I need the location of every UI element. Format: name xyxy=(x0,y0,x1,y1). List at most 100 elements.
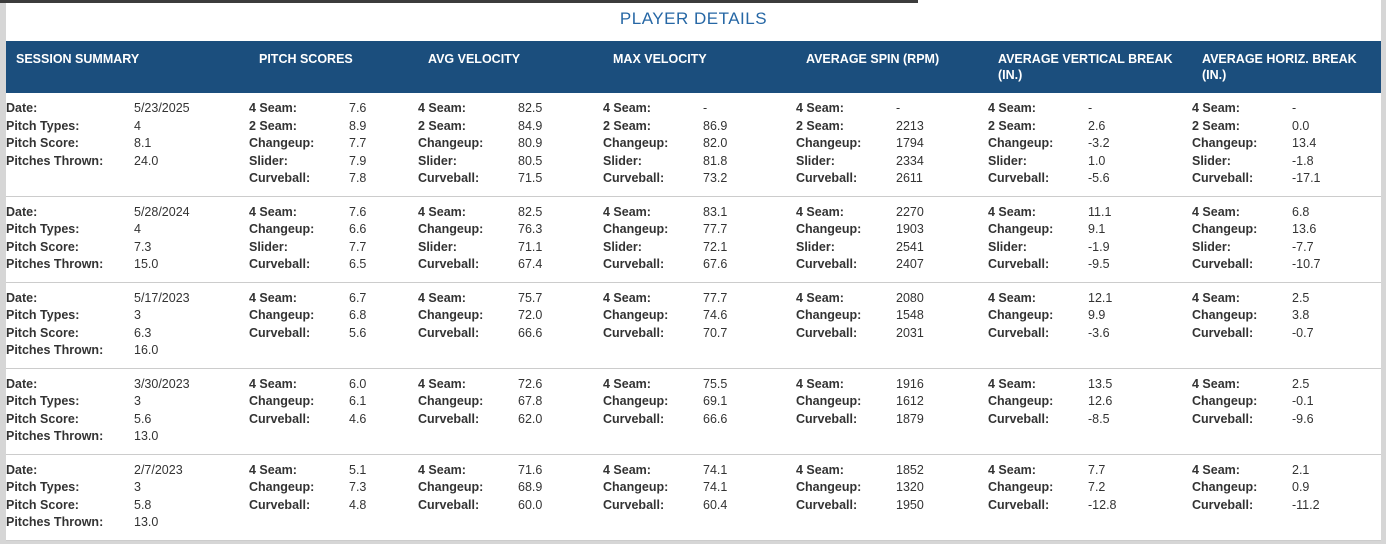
stat-line: Changeup: 1794 xyxy=(796,135,988,153)
stat-label: Curveball: xyxy=(796,497,858,512)
stat-label: Curveball: xyxy=(418,257,480,271)
stat-line: 4 Seam: 74.1 xyxy=(603,462,796,480)
stat-line: Changeup: 6.6 xyxy=(249,221,418,239)
stat-line: Slider: -1.9 xyxy=(988,239,1192,257)
stat-label: 2 Seam: xyxy=(1192,118,1240,133)
stat-label: Changeup: xyxy=(1192,136,1258,150)
stat-label: Curveball: xyxy=(988,411,1050,426)
stat-line: 4 Seam: 2.1 xyxy=(1192,462,1381,480)
avg-velocity-cell: 4 Seam: 82.5 Changeup: 76.3 Slider: 71.1 Curve… xyxy=(418,204,603,274)
max-velocity-cell: 4 Seam: 77.7 Changeup: 74.6 Curveball: 70.7 xyxy=(603,290,796,360)
stat-label: 4 Seam: xyxy=(603,290,651,305)
stat-line: Changeup: 0.9 xyxy=(1192,479,1381,497)
stat-value: 3/30/2023 xyxy=(134,376,190,391)
stat-value: 72.1 xyxy=(703,239,728,254)
stat-label: 4 Seam: xyxy=(249,290,297,305)
stat-label: Changeup: xyxy=(418,394,484,408)
vertical-break-cell: 4 Seam: 12.1 Changeup: 9.9 Curveball: -3.6 xyxy=(988,290,1192,360)
stat-label: 2 Seam: xyxy=(603,118,651,133)
stat-line: 2 Seam: 84.9 xyxy=(418,118,603,136)
stat-line: 4 Seam: 6.7 xyxy=(249,290,418,308)
stat-value: 7.7 xyxy=(1088,462,1106,477)
stat-label: Changeup: xyxy=(988,222,1054,236)
stat-line: Pitch Score: 5.8 xyxy=(6,497,249,515)
stat-value: 3 xyxy=(134,394,141,408)
stat-line: Date: 5/17/2023 xyxy=(6,290,249,308)
stat-label: 4 Seam: xyxy=(796,204,844,219)
stat-line: Curveball: 70.7 xyxy=(603,325,796,343)
stat-value: 15.0 xyxy=(134,257,159,271)
stat-value: 2270 xyxy=(896,204,924,219)
stat-label: Slider: xyxy=(1192,153,1231,168)
stat-label: Slider: xyxy=(418,153,457,168)
stat-label: 4 Seam: xyxy=(988,204,1036,219)
stat-value: 1852 xyxy=(896,462,924,477)
column-header-max-velocity: MAX VELOCITY xyxy=(613,52,707,66)
stat-line: 2 Seam: 2213 xyxy=(796,118,988,136)
stat-line: Curveball: 73.2 xyxy=(603,170,796,188)
stat-label: Changeup: xyxy=(796,222,862,236)
stat-line: 4 Seam: 2.5 xyxy=(1192,376,1381,394)
stat-line: Changeup: 69.1 xyxy=(603,393,796,411)
summary-cell: Date: 5/28/2024 Pitch Types: 4 Pitch Score: 7… xyxy=(6,204,249,274)
column-header-average-vertical-break: AVERAGE VERTICAL BREAK (IN.) xyxy=(998,52,1173,82)
stat-label: 4 Seam: xyxy=(796,462,844,477)
stat-value: 4.8 xyxy=(349,497,367,512)
avg-velocity-cell: 4 Seam: 71.6 Changeup: 68.9 Curveball: 60.0 xyxy=(418,462,603,532)
stat-value: 2031 xyxy=(896,325,924,340)
vertical-break-cell: 4 Seam: 7.7 Changeup: 7.2 Curveball: -12.8 xyxy=(988,462,1192,532)
horizontal-break-cell: 4 Seam: 2.5 Changeup: -0.1 Curveball: -9.6 xyxy=(1192,376,1381,446)
stat-line: 4 Seam: 7.6 xyxy=(249,100,418,118)
stat-value: 62.0 xyxy=(518,411,543,426)
stat-line: Changeup: 1903 xyxy=(796,221,988,239)
stat-label: Curveball: xyxy=(249,325,311,340)
stat-label: Changeup: xyxy=(249,222,315,236)
stat-label: 4 Seam: xyxy=(1192,101,1240,115)
stat-value: -9.5 xyxy=(1088,257,1110,271)
stat-line: Curveball: -10.7 xyxy=(1192,256,1381,274)
stat-value: 6.0 xyxy=(349,376,367,391)
stat-line: Changeup: 77.7 xyxy=(603,221,796,239)
stat-label: 4 Seam: xyxy=(603,101,651,115)
stat-value: 82.5 xyxy=(518,204,543,219)
stat-line: Slider: 2541 xyxy=(796,239,988,257)
stat-line: 4 Seam: 7.6 xyxy=(249,204,418,222)
stat-line: Curveball: 67.4 xyxy=(418,256,603,274)
stat-value: 86.9 xyxy=(703,118,728,133)
stat-line: Changeup: 1548 xyxy=(796,307,988,325)
stat-value: 2611 xyxy=(896,171,923,185)
stat-value: -9.6 xyxy=(1292,411,1314,426)
stat-value: - xyxy=(1088,101,1093,115)
stat-value: 1916 xyxy=(896,376,924,391)
stat-label: Changeup: xyxy=(249,308,315,322)
stat-label: Pitches Thrown: xyxy=(6,343,104,357)
stat-line: 4 Seam: 5.1 xyxy=(249,462,418,480)
stat-value: 5.1 xyxy=(349,462,367,477)
stat-value: 60.4 xyxy=(703,497,728,512)
stat-value: 5/17/2023 xyxy=(134,290,190,305)
stat-line: Changeup: 7.2 xyxy=(988,479,1192,497)
stat-line: Slider: -1.8 xyxy=(1192,153,1381,171)
stat-line: Curveball: -8.5 xyxy=(988,411,1192,429)
stat-label: Pitch Score: xyxy=(6,239,79,254)
stat-value: 1879 xyxy=(896,411,924,426)
stat-value: 8.1 xyxy=(134,136,152,150)
stat-line: 4 Seam: 83.1 xyxy=(603,204,796,222)
stat-label: Curveball: xyxy=(1192,411,1254,426)
stat-label: Curveball: xyxy=(249,411,311,426)
stat-value: 6.8 xyxy=(1292,204,1310,219)
stat-value: 7.3 xyxy=(349,480,367,494)
stat-label: Curveball: xyxy=(603,325,665,340)
stat-value: 4 xyxy=(134,118,141,133)
stat-value: 5.6 xyxy=(134,411,152,426)
stat-label: Changeup: xyxy=(249,480,315,494)
stat-line: 4 Seam: 75.5 xyxy=(603,376,796,394)
stat-label: 4 Seam: xyxy=(249,101,297,115)
stat-line: Changeup: 74.6 xyxy=(603,307,796,325)
stat-line: 4 Seam: 12.1 xyxy=(988,290,1192,308)
stat-line: Curveball: 1950 xyxy=(796,497,988,515)
stat-label: 2 Seam: xyxy=(796,118,844,133)
stat-value: 83.1 xyxy=(703,204,728,219)
stat-line: Changeup: 80.9 xyxy=(418,135,603,153)
stat-line: Slider: 72.1 xyxy=(603,239,796,257)
